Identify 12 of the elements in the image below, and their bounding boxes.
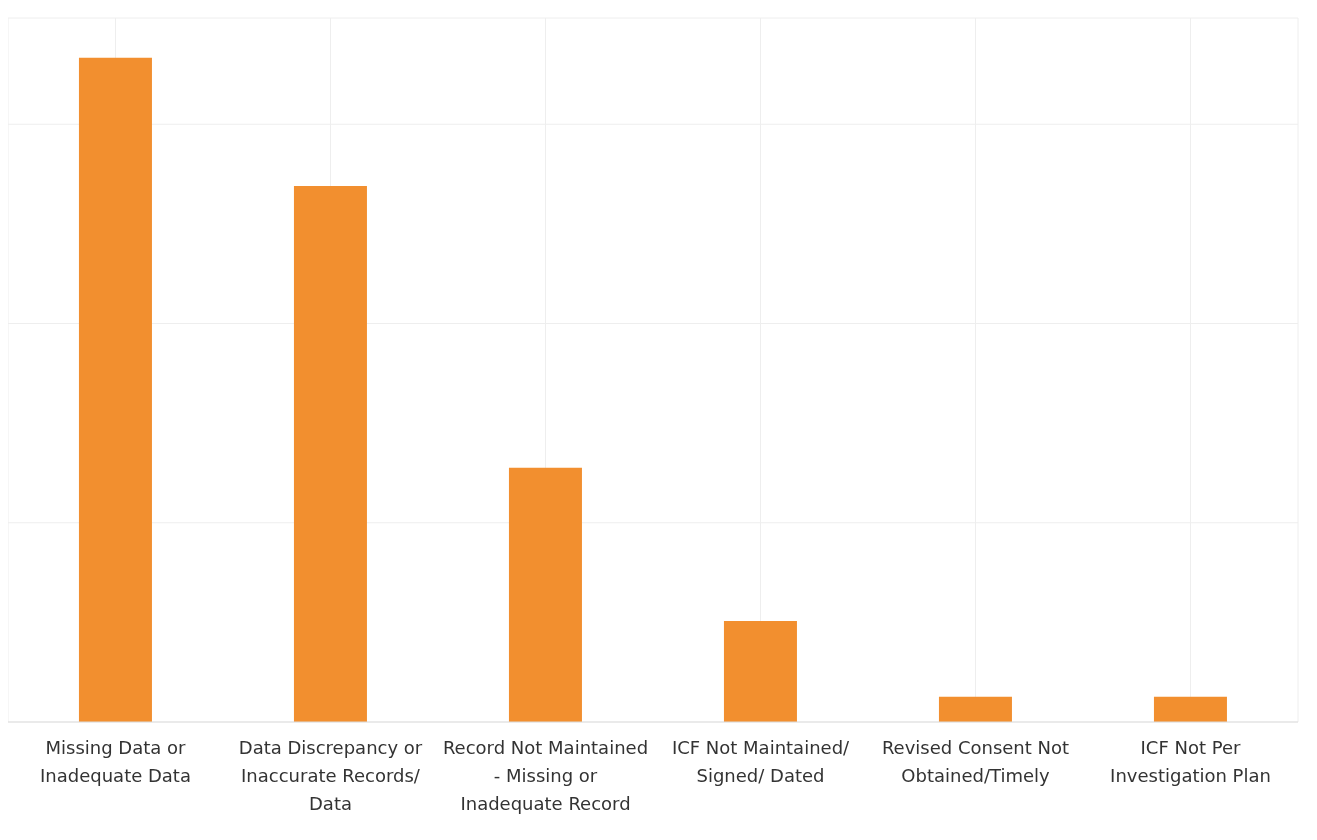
bar [293, 186, 367, 722]
bar [1153, 696, 1227, 722]
bar [508, 467, 582, 722]
x-tick-label: Data Discrepancy or Inaccurate Records/ Data [238, 737, 423, 814]
x-tick-label: Record Not Maintained - Missing or Inadequate Record [442, 737, 649, 814]
bar [78, 57, 152, 722]
x-tick-label: Missing Data or Inadequate Data [40, 737, 191, 787]
bar [938, 696, 1012, 722]
x-tick-label: Revised Consent Not Obtained/Timely [881, 737, 1070, 787]
x-tick-label: ICF Not Maintained/ Signed/ Dated [671, 737, 851, 787]
bar [723, 621, 797, 722]
x-tick-label: ICF Not Per Investigation Plan [1110, 737, 1271, 787]
